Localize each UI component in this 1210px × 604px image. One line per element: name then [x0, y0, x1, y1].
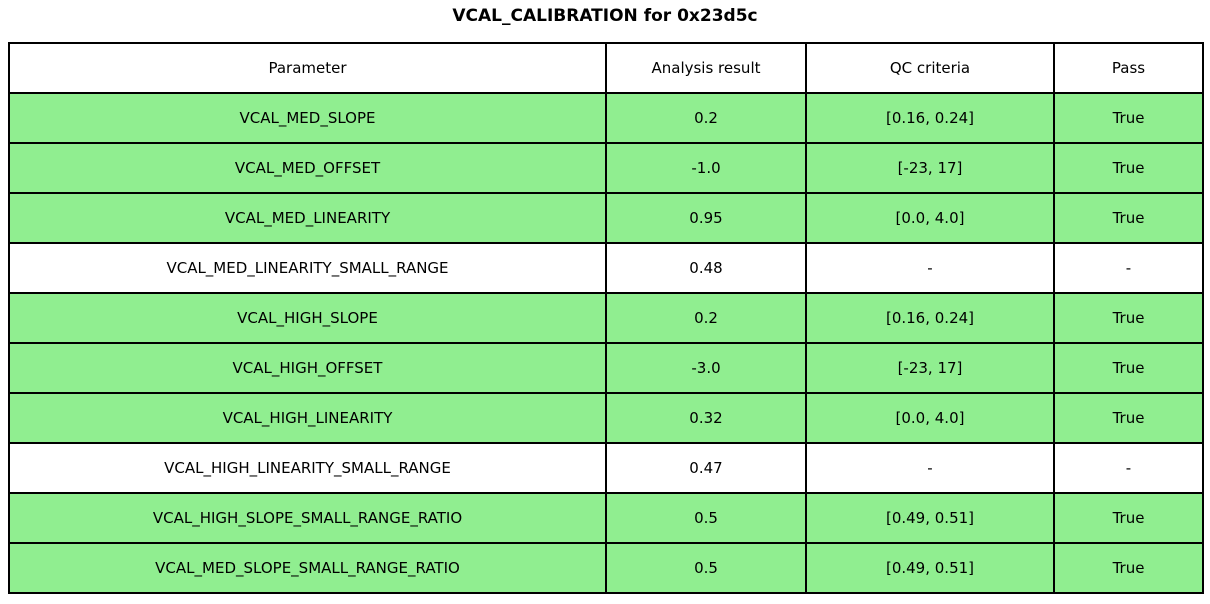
table-row: VCAL_HIGH_LINEARITY_SMALL_RANGE 0.47- -	[8, 442, 1204, 494]
cell-pass: True	[1053, 392, 1204, 444]
cell-qc-criteria: [0.16, 0.24]	[805, 292, 1055, 344]
cell-analysis-result: 0.48	[605, 242, 807, 294]
cell-qc-criteria: [0.0, 4.0]	[805, 392, 1055, 444]
cell-qc-criteria: [-23, 17]	[805, 142, 1055, 194]
cell-qc-criteria: -	[805, 442, 1055, 494]
cell-parameter: VCAL_MED_OFFSET	[8, 142, 607, 194]
cell-parameter: VCAL_HIGH_LINEARITY_SMALL_RANGE	[8, 442, 607, 494]
cell-parameter: VCAL_HIGH_SLOPE_SMALL_RANGE_RATIO	[8, 492, 607, 544]
cell-qc-criteria: [0.49, 0.51]	[805, 542, 1055, 594]
cell-pass: True	[1053, 342, 1204, 394]
cell-analysis-result: 0.95	[605, 192, 807, 244]
table-row: VCAL_MED_SLOPE_SMALL_RANGE_RATIO 0.5 [0.49…	[8, 542, 1204, 594]
cell-analysis-result: 0.2	[605, 92, 807, 144]
cell-analysis-result: 0.32	[605, 392, 807, 444]
cell-analysis-result: 0.5	[605, 492, 807, 544]
cell-qc-criteria: [0.49, 0.51]	[805, 492, 1055, 544]
cell-pass: True	[1053, 542, 1204, 594]
cell-parameter: VCAL_MED_LINEARITY_SMALL_RANGE	[8, 242, 607, 294]
page-title: VCAL_CALIBRATION for 0x23d5c	[452, 6, 758, 26]
column-header-pass: Pass	[1053, 42, 1204, 94]
cell-qc-criteria: -	[805, 242, 1055, 294]
column-header-qc-criteria: QC criteria	[805, 42, 1055, 94]
cell-analysis-result: 0.2	[605, 292, 807, 344]
cell-pass: -	[1053, 242, 1204, 294]
qc-results-table: Parameter Analysis result QC criteria Pa…	[8, 42, 1204, 594]
table-row: VCAL_HIGH_SLOPE_SMALL_RANGE_RATIO 0.5 [0.4…	[8, 492, 1204, 544]
table-row: VCAL_MED_LINEARITY_SMALL_RANGE 0.48- -	[8, 242, 1204, 294]
cell-parameter: VCAL_HIGH_LINEARITY	[8, 392, 607, 444]
table-row: VCAL_HIGH_LINEARITY 0.32 [0.0, 4.0] True	[8, 392, 1204, 444]
cell-qc-criteria: [-23, 17]	[805, 342, 1055, 394]
cell-parameter: VCAL_MED_LINEARITY	[8, 192, 607, 244]
table-row: VCAL_HIGH_OFFSET -3.0 [-23, 17] True	[8, 342, 1204, 394]
cell-analysis-result: 0.5	[605, 542, 807, 594]
cell-pass: True	[1053, 292, 1204, 344]
table-row: VCAL_HIGH_SLOPE 0.2 [0.16, 0.24] True	[8, 292, 1204, 344]
cell-parameter: VCAL_HIGH_SLOPE	[8, 292, 607, 344]
table-row: VCAL_MED_OFFSET -1.0 [-23, 17] True	[8, 142, 1204, 194]
header-row: Parameter Analysis result QC criteria Pa…	[8, 42, 1204, 94]
cell-parameter: VCAL_MED_SLOPE	[8, 92, 607, 144]
cell-pass: True	[1053, 492, 1204, 544]
column-header-parameter: Parameter	[8, 42, 607, 94]
table-row: VCAL_MED_SLOPE 0.2 [0.16, 0.24] True	[8, 92, 1204, 144]
cell-pass: True	[1053, 92, 1204, 144]
cell-qc-criteria: [0.16, 0.24]	[805, 92, 1055, 144]
cell-pass: -	[1053, 442, 1204, 494]
cell-analysis-result: 0.47	[605, 442, 807, 494]
cell-parameter: VCAL_MED_SLOPE_SMALL_RANGE_RATIO	[8, 542, 607, 594]
cell-parameter: VCAL_HIGH_OFFSET	[8, 342, 607, 394]
table-header: Parameter Analysis result QC criteria Pa…	[8, 42, 1204, 94]
table-body: VCAL_MED_SLOPE 0.2 [0.16, 0.24] True VCAL_ME…	[8, 92, 1204, 594]
table-row: VCAL_MED_LINEARITY 0.95 [0.0, 4.0] True	[8, 192, 1204, 244]
cell-analysis-result: -3.0	[605, 342, 807, 394]
cell-analysis-result: -1.0	[605, 142, 807, 194]
cell-pass: True	[1053, 192, 1204, 244]
column-header-analysis-result: Analysis result	[605, 42, 807, 94]
cell-pass: True	[1053, 142, 1204, 194]
cell-qc-criteria: [0.0, 4.0]	[805, 192, 1055, 244]
